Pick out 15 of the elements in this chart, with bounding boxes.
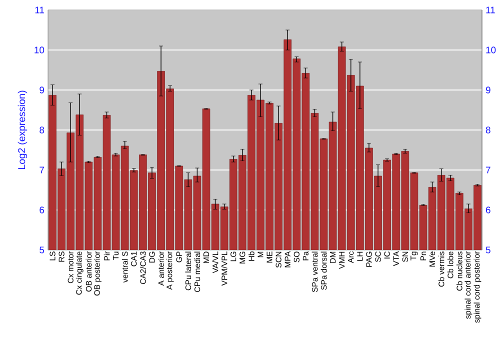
- y2-tick-label: 5: [486, 246, 490, 254]
- y2-tick-label: 8: [486, 126, 490, 134]
- y2-tick-label: 7: [486, 166, 490, 174]
- y2-tick-label: 6: [486, 206, 490, 214]
- y2-tick-label: 9: [486, 86, 490, 94]
- y2-tick-label: 11: [486, 6, 495, 14]
- y-tick-label: 9: [40, 86, 44, 94]
- y-axis-title: Log2 (expression): [18, 90, 28, 170]
- y-tick-label: 6: [40, 206, 44, 214]
- y-tick-label: 11: [35, 6, 44, 14]
- y-tick-label: 8: [40, 126, 44, 134]
- y-tick-label: 5: [40, 246, 44, 254]
- y2-tick-label: 10: [486, 46, 496, 54]
- y-tick-label: 7: [40, 166, 44, 174]
- y-tick-label: 10: [34, 46, 44, 54]
